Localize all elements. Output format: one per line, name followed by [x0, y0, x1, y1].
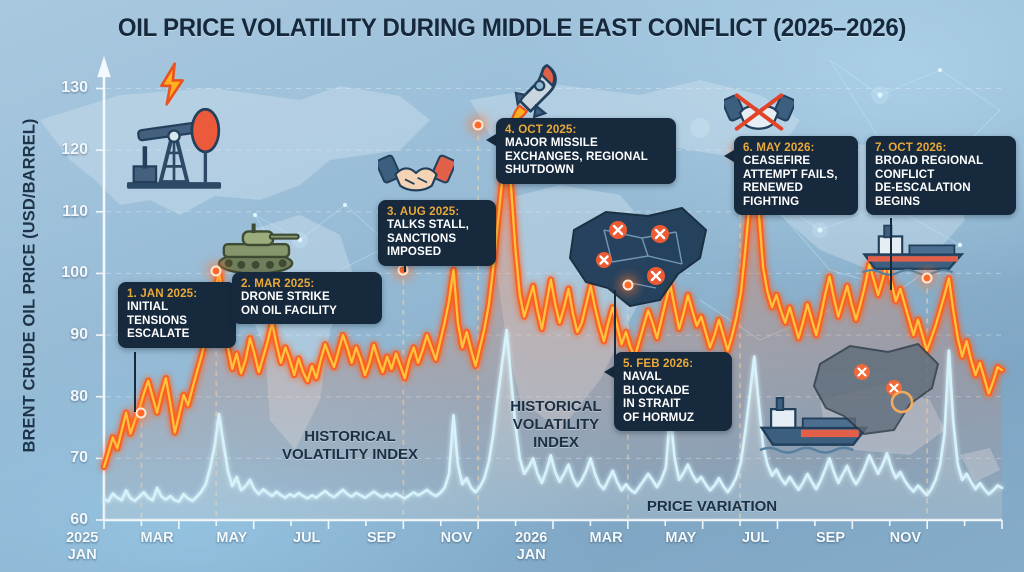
price-line: [102, 124, 1004, 469]
historical-volatility-index-label-mid: HISTORICAL VOLATILITY INDEX: [510, 398, 602, 451]
callout-leader-1: [134, 352, 137, 412]
annotation-marker-4[interactable]: [472, 119, 484, 131]
callout-body-line: DE-ESCALATION: [875, 181, 971, 195]
x-tick-label: JUL: [742, 530, 770, 546]
callout-body-line: MAJOR MISSILE: [505, 136, 598, 150]
annotation-callout-7[interactable]: 7. OCT 2026: BROAD REGIONAL CONFLICT DE-ESC…: [866, 136, 1016, 216]
y-axis-title: BRENT CRUDE OIL PRICE (USD/BARREL): [20, 118, 39, 453]
callout-body-line: RENEWED: [743, 181, 803, 195]
callout-body-line: BEGINS: [875, 194, 921, 208]
callout-tip-4: [486, 134, 496, 146]
annotation-callout-6[interactable]: 6. MAY 2026: CEASEFIRE ATTEMPT FAILS, RENEW…: [734, 136, 858, 216]
x-tick-label: MAR: [140, 530, 174, 546]
x-tick-label: MAR: [589, 530, 623, 546]
x-tick-label: NOV: [440, 530, 473, 546]
oil-pumpjack-icon: [126, 107, 222, 189]
callout-body-line: NAVAL: [623, 370, 662, 384]
callout-leader-7: [890, 218, 893, 290]
y-tick-label: 70: [70, 449, 88, 467]
callout-body-line: OF HORMUZ: [623, 410, 695, 424]
callout-heading-1: 1. JAN 2025:: [127, 287, 198, 300]
annotation-marker-5[interactable]: [622, 279, 634, 291]
callout-tip-6: [724, 150, 734, 162]
annotation-callout-2[interactable]: 2. MAR 2025: DRONE STRIKE ON OIL FACILITY: [232, 272, 382, 325]
callout-body-line: INITIAL: [127, 300, 169, 314]
x-tick-label: JUL: [293, 530, 321, 546]
callout-body-line: IMPOSED: [387, 245, 442, 259]
cargo-ship-icon-bottom: [759, 397, 869, 454]
x-tick-label: MAY: [665, 530, 697, 546]
callout-leader-5: [614, 290, 617, 372]
x-tick-label: MAY: [216, 530, 248, 546]
annotation-callout-1[interactable]: 1. JAN 2025: INITIAL TENSIONS ESCALATE: [118, 282, 236, 348]
gulf-region-map-icon: [812, 342, 940, 436]
callout-heading-5: 5. FEB 2026:: [623, 357, 694, 370]
annotation-callout-5[interactable]: 5. FEB 2026: NAVAL BLOCKADE IN STRAIT OF HOR…: [614, 352, 732, 432]
callout-heading-7: 7. OCT 2026:: [875, 141, 947, 154]
annotation-callout-3[interactable]: 3. AUG 2025: TALKS STALL, SANCTIONS IMPOSED: [378, 200, 496, 266]
callout-body-line: TENSIONS: [127, 313, 188, 327]
y-tick-label: 110: [62, 202, 88, 220]
callout-body-line: TALKS STALL,: [387, 218, 469, 232]
x-tick-label: SEP: [816, 530, 846, 546]
annotation-marker-2[interactable]: [210, 265, 222, 277]
handshake-icon: [378, 154, 454, 192]
callout-body-line: EXCHANGES, REGIONAL: [505, 149, 648, 163]
x-tick-label: SEP: [367, 530, 397, 546]
callout-leader-3: [404, 262, 407, 272]
axis-ticks: [96, 87, 1003, 529]
military-tank-icon: [217, 223, 300, 275]
callout-body-line: CONFLICT: [875, 167, 935, 181]
annotation-marker-1[interactable]: [135, 407, 147, 419]
y-tick-label: 120: [61, 141, 88, 159]
callout-heading-2: 2. MAR 2025:: [241, 277, 315, 290]
callout-body-line: DRONE STRIKE: [241, 290, 330, 304]
callout-tip-5: [604, 366, 614, 378]
callout-heading-4: 4. OCT 2025:: [505, 123, 577, 136]
middle-east-map-icon: [568, 206, 708, 308]
callout-body-line: CEASEFIRE: [743, 154, 811, 168]
callout-body-line: BROAD REGIONAL: [875, 154, 984, 168]
crossed-handshake-icon: [724, 93, 794, 131]
y-tick-label: 60: [70, 511, 88, 528]
price-variation-label: PRICE VARIATION: [646, 498, 778, 515]
annotation-callout-4[interactable]: 4. OCT 2025: MAJOR MISSILE EXCHANGES, REGI…: [496, 118, 676, 184]
y-tick-label: 80: [70, 387, 88, 405]
historical-volatility-index-label-left: HISTORICAL VOLATILITY INDEX: [281, 428, 419, 463]
callout-heading-3: 3. AUG 2025:: [387, 205, 460, 218]
callout-heading-6: 6. MAY 2026:: [743, 141, 815, 154]
x-tick-label: 2025 JAN: [66, 530, 99, 563]
x-tick-label: 2026 JAN: [515, 530, 548, 563]
rocket-missile-icon: [508, 64, 557, 126]
callout-body-line: ON OIL FACILITY: [241, 303, 337, 317]
y-tick-label: 90: [70, 326, 88, 344]
y-tick-label: 100: [61, 264, 88, 282]
callout-body-line: ESCALATE: [127, 327, 190, 341]
y-tick-label: 130: [61, 79, 88, 97]
volatility-line: [102, 328, 1004, 503]
x-tick-label: NOV: [889, 530, 922, 546]
callout-body-line: BLOCKADE: [623, 383, 690, 397]
callout-body-line: SHUTDOWN: [505, 163, 575, 177]
cargo-ship-icon-right: [862, 224, 965, 276]
callout-body-line: ATTEMPT FAILS,: [743, 167, 838, 181]
annotation-marker-7[interactable]: [921, 272, 933, 284]
callout-body-line: SANCTIONS: [387, 231, 457, 245]
chart-title: OIL PRICE VOLATILITY DURING MIDDLE EAST …: [117, 14, 907, 42]
callout-body-line: IN STRAIT: [623, 397, 681, 411]
lightning-bolt-icon: [160, 62, 184, 106]
callout-body-line: FIGHTING: [743, 194, 800, 208]
callout-tip-2: [216, 286, 226, 298]
